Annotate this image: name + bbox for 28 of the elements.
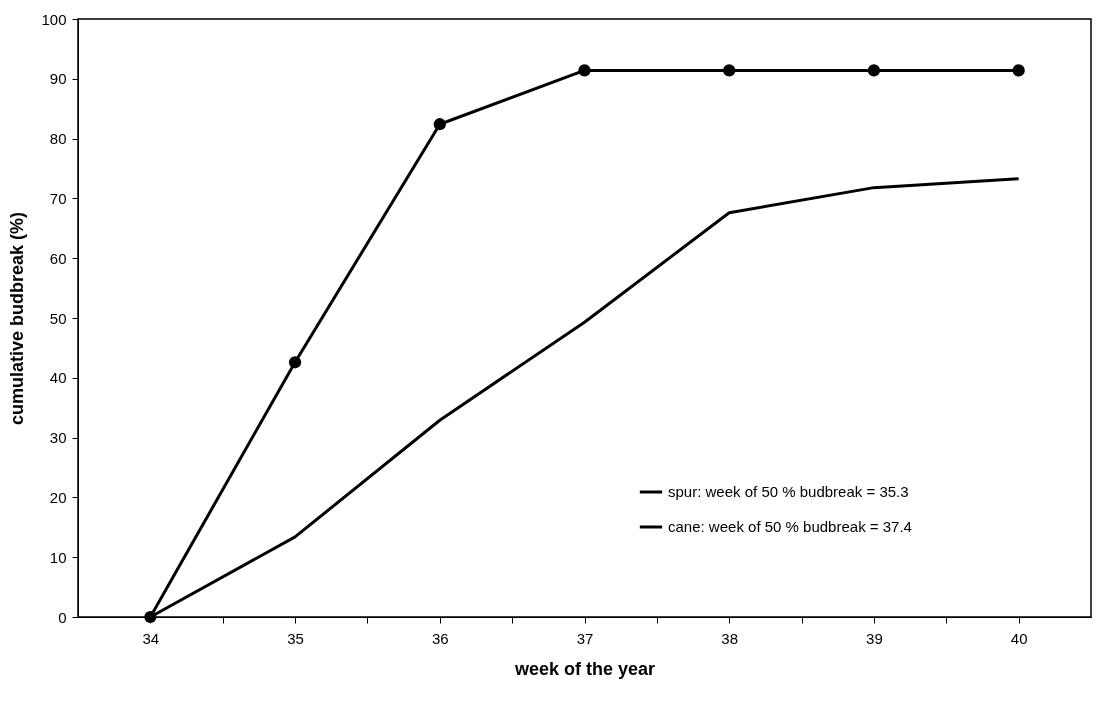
point: [1012, 64, 1025, 77]
y-axis-title: cumulative budbreak (%): [7, 211, 28, 426]
y-tick-label: 80: [49, 130, 67, 148]
x-tick-label: 39: [866, 629, 883, 647]
y-tick-label: 100: [41, 10, 67, 28]
y-tick-label: 70: [49, 189, 67, 207]
x-tick-label: 35: [287, 629, 304, 647]
y-tick-label: 40: [49, 369, 67, 387]
y-tick-label: 10: [49, 548, 67, 566]
y-tick-label: 50: [49, 309, 67, 327]
x-tick-label: 37: [576, 629, 594, 647]
point: [723, 64, 736, 77]
y-tick-label: 20: [49, 488, 67, 506]
y-tick-label: 90: [49, 70, 67, 88]
point: [288, 356, 302, 369]
x-tick-label: 38: [721, 629, 739, 647]
point: [433, 118, 446, 131]
x-tick-label: 36: [431, 629, 449, 647]
legend-label: cane: week of 50 % budbreak = 37.4: [668, 518, 912, 535]
x-tick-label: 40: [1010, 629, 1028, 647]
legend-label: spur: week of 50 % budbreak = 35.3: [668, 483, 909, 500]
y-tick-label: 0: [58, 608, 67, 626]
point: [867, 64, 881, 77]
x-tick-label: 34: [142, 629, 160, 647]
y-tick-label: 60: [49, 249, 67, 267]
x-axis-title: week of the year: [513, 658, 656, 679]
point: [578, 64, 591, 77]
y-tick-label: 30: [49, 429, 67, 447]
